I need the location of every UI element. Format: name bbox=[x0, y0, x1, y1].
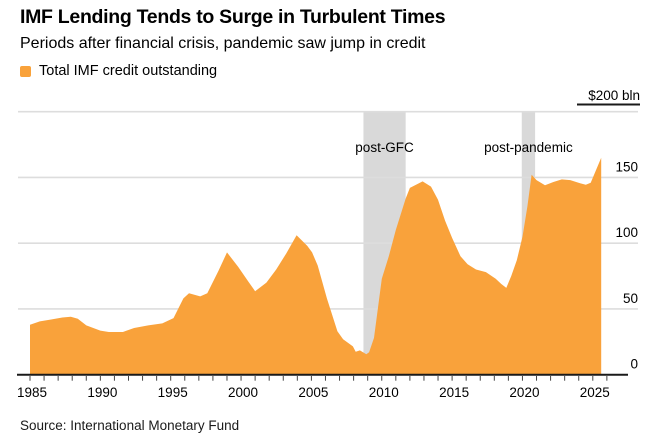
chart-title: IMF Lending Tends to Surge in Turbulent … bbox=[20, 6, 446, 28]
y-axis-label: 50 bbox=[623, 291, 638, 306]
x-axis-label: 1990 bbox=[87, 385, 117, 400]
y-axis-label: 100 bbox=[615, 225, 638, 240]
credit-outstanding-area bbox=[30, 157, 602, 375]
band-annotation-label: post-GFC bbox=[355, 140, 414, 155]
x-axis-label: 2020 bbox=[509, 385, 539, 400]
y-axis-label: 150 bbox=[615, 159, 638, 174]
legend-swatch-icon bbox=[20, 65, 31, 77]
x-axis-label: 1985 bbox=[17, 385, 47, 400]
x-axis-label: 2025 bbox=[580, 385, 610, 400]
chart-subtitle: Periods after financial crisis, pandemic… bbox=[20, 35, 426, 52]
x-axis-label: 2005 bbox=[298, 385, 328, 400]
x-axis-label: 2010 bbox=[369, 385, 399, 400]
band-annotation-label: post-pandemic bbox=[484, 140, 573, 155]
x-axis-label: 2000 bbox=[228, 385, 258, 400]
x-axis-label: 2015 bbox=[439, 385, 469, 400]
legend-label: Total IMF credit outstanding bbox=[39, 63, 218, 79]
y-axis-max-label: $200 bln bbox=[588, 88, 640, 103]
source-note: Source: International Monetary Fund bbox=[20, 418, 240, 433]
y-axis-label: 0 bbox=[630, 357, 638, 372]
x-axis-label: 1995 bbox=[158, 385, 188, 400]
legend: Total IMF credit outstanding bbox=[20, 63, 217, 79]
